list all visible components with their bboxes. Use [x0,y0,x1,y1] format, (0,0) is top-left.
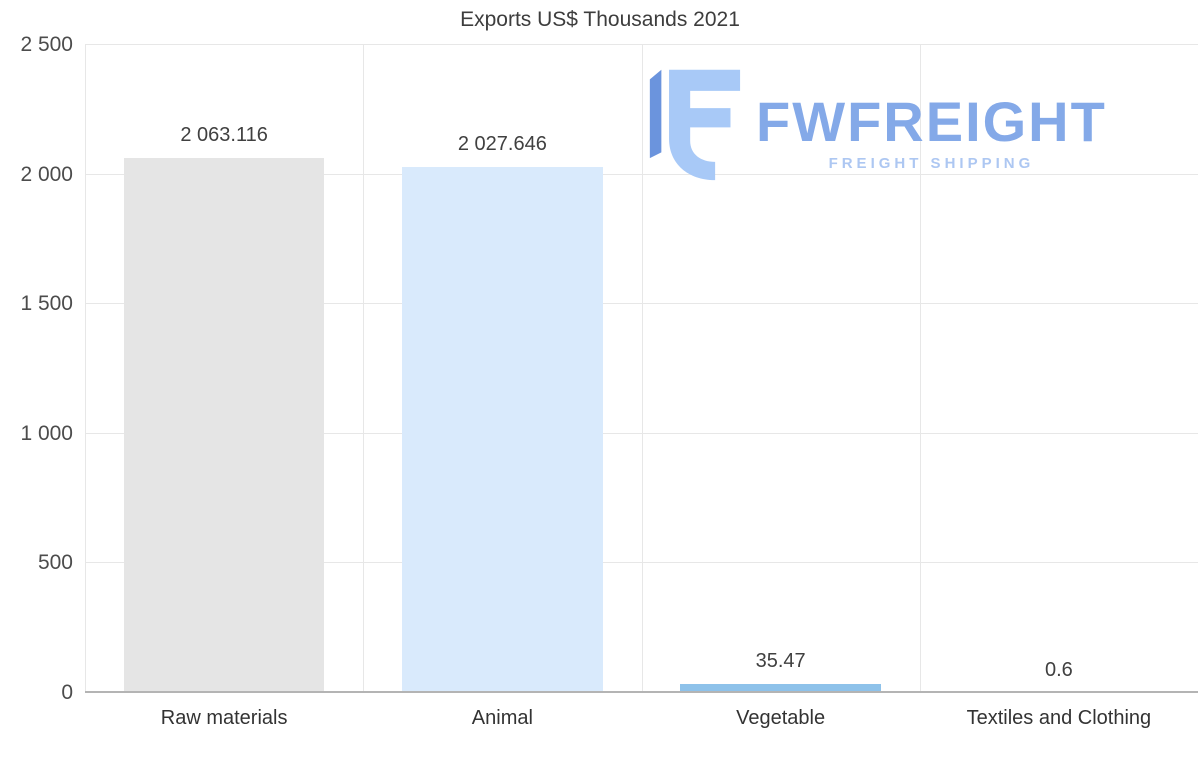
watermark-text-block: FWFREIGHT FREIGHT SHIPPING [756,90,1107,173]
category-separator-line [641,45,643,693]
x-category-label: Vegetable [736,707,826,729]
x-category-label: Animal [471,707,533,729]
y-gridline [85,44,1198,45]
bar-value-label: 0.6 [1044,658,1073,681]
bar-slot: 2 063.116 [85,45,363,693]
x-axis-line [85,691,1198,693]
plot-area: 2 063.116 2 027.646 35.47 0.6 [85,44,1198,693]
x-category-label: Raw materials [160,707,288,729]
bar-slot: 0.6 [920,45,1198,693]
y-tick-label: 2 000 [20,162,73,186]
bar-value-label: 2 027.646 [457,133,547,156]
y-axis: 0 500 1 000 1 500 2 000 2 500 [0,33,73,704]
watermark-logo: FWFREIGHT FREIGHT SHIPPING [646,64,1107,189]
bar-slot: 2 027.646 [363,45,641,693]
chart-title: Exports US$ Thousands 2021 [460,8,740,31]
y-tick-label: 1 000 [20,421,73,445]
fwfreight-logo-icon [646,64,742,189]
y-tick-label: 0 [61,681,73,704]
brand-name: FWFREIGHT [756,90,1107,153]
bar-raw-materials [123,158,325,693]
x-category-label: Textiles and Clothing [966,707,1152,729]
bar-value-label: 35.47 [755,649,806,672]
category-separator-line [363,45,365,693]
x-axis: Raw materials Animal Vegetable Textiles and… [85,701,1198,741]
y-tick-label: 500 [37,551,73,575]
y-tick-label: 2 500 [20,33,73,56]
bar-animal [402,167,603,693]
brand-tagline: FREIGHT SHIPPING [828,155,1035,172]
category-separator-line [919,45,921,693]
y-tick-label: 1 500 [20,292,73,316]
bar-vegetable [680,683,881,693]
bar-value-label: 2 063.116 [180,124,268,147]
bar-slot: 35.47 [642,45,920,693]
category-separator-line [85,45,86,693]
